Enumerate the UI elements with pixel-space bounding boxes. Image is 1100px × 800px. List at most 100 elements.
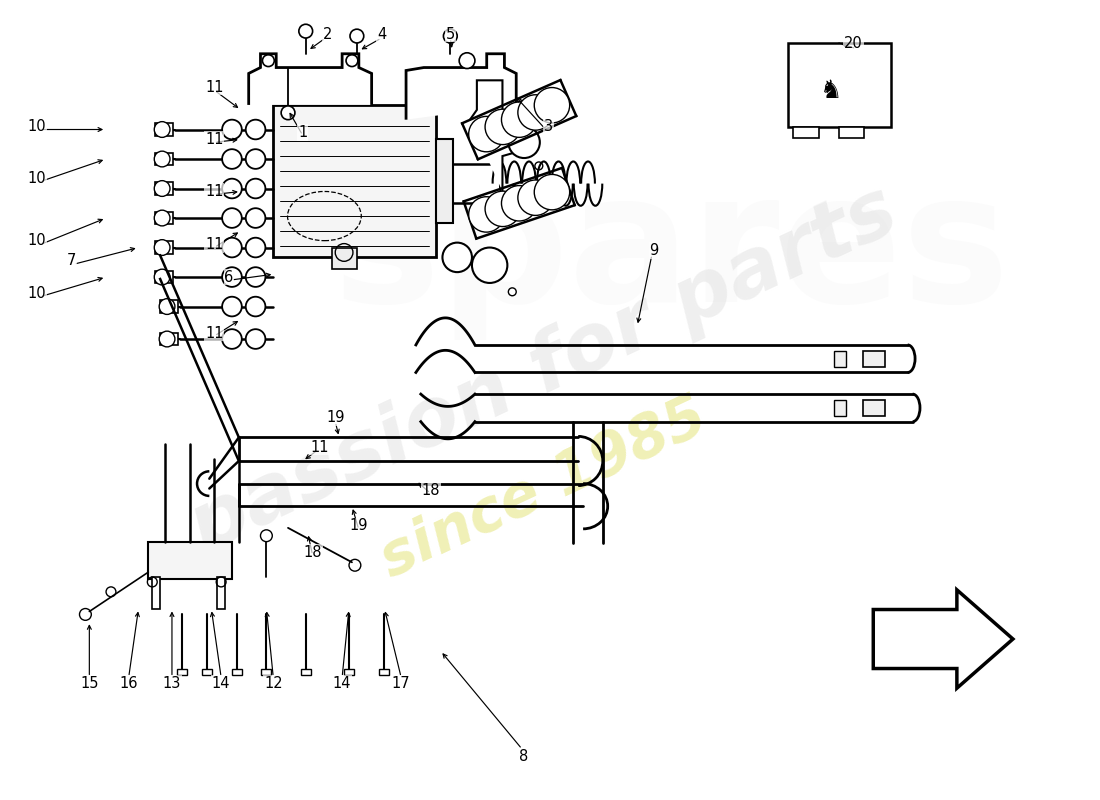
Circle shape	[508, 288, 516, 296]
Circle shape	[518, 94, 553, 130]
Text: 10: 10	[28, 286, 46, 302]
Text: 16: 16	[120, 676, 138, 690]
Circle shape	[535, 174, 570, 210]
Polygon shape	[793, 126, 820, 138]
Circle shape	[245, 329, 265, 349]
Circle shape	[222, 208, 242, 228]
Text: 17: 17	[392, 676, 410, 690]
Circle shape	[245, 149, 265, 169]
Bar	[834, 351, 846, 366]
Text: 13: 13	[163, 676, 182, 690]
Text: 14: 14	[212, 676, 230, 690]
Bar	[232, 669, 242, 675]
Bar	[300, 669, 310, 675]
Circle shape	[154, 269, 170, 285]
Circle shape	[154, 151, 170, 167]
Bar	[155, 270, 173, 283]
Bar	[148, 542, 232, 579]
Text: 18: 18	[421, 483, 440, 498]
Text: 4: 4	[377, 26, 386, 42]
Circle shape	[160, 331, 175, 347]
Circle shape	[508, 101, 540, 133]
Text: 7: 7	[67, 253, 76, 268]
Bar	[217, 577, 226, 609]
Circle shape	[502, 102, 537, 138]
Bar	[155, 153, 173, 166]
Circle shape	[245, 297, 265, 316]
Circle shape	[160, 298, 175, 314]
Circle shape	[469, 116, 504, 152]
Circle shape	[245, 178, 265, 198]
Text: since 1985: since 1985	[372, 388, 716, 589]
Text: 6: 6	[224, 270, 233, 285]
Circle shape	[508, 126, 540, 158]
Text: passion for parts: passion for parts	[177, 172, 910, 569]
Circle shape	[154, 122, 170, 138]
Bar	[161, 333, 178, 346]
Bar	[436, 139, 453, 223]
Circle shape	[261, 530, 273, 542]
Polygon shape	[839, 126, 865, 138]
Text: 12: 12	[264, 676, 283, 690]
Bar	[177, 669, 187, 675]
Circle shape	[472, 247, 507, 283]
Bar	[344, 669, 354, 675]
Bar	[155, 123, 173, 136]
Bar	[155, 212, 173, 225]
Bar	[273, 105, 436, 258]
Polygon shape	[249, 54, 372, 105]
Text: 11: 11	[205, 80, 223, 94]
Circle shape	[350, 29, 364, 43]
Polygon shape	[470, 80, 536, 191]
Circle shape	[222, 178, 242, 198]
Text: 9: 9	[649, 243, 659, 258]
Text: 10: 10	[28, 233, 46, 248]
Text: 11: 11	[205, 184, 223, 199]
Bar	[262, 669, 272, 675]
Circle shape	[443, 29, 458, 43]
Text: 11: 11	[205, 326, 223, 341]
Circle shape	[222, 297, 242, 316]
Circle shape	[245, 208, 265, 228]
Bar	[152, 577, 161, 609]
Polygon shape	[873, 590, 1013, 688]
Circle shape	[502, 186, 537, 221]
Bar	[161, 300, 178, 313]
Circle shape	[154, 181, 170, 196]
Circle shape	[442, 242, 472, 272]
Circle shape	[299, 24, 312, 38]
Circle shape	[245, 238, 265, 258]
Bar	[332, 247, 356, 269]
Circle shape	[154, 210, 170, 226]
Circle shape	[222, 149, 242, 169]
Text: 11: 11	[205, 132, 223, 147]
Circle shape	[222, 267, 242, 287]
Circle shape	[154, 240, 170, 255]
Text: 8: 8	[519, 749, 529, 763]
Bar	[202, 669, 212, 675]
Circle shape	[459, 53, 475, 69]
Circle shape	[245, 120, 265, 139]
Text: 19: 19	[350, 518, 368, 534]
Text: 2: 2	[322, 26, 332, 42]
Circle shape	[245, 267, 265, 287]
Circle shape	[222, 238, 242, 258]
Polygon shape	[873, 637, 1015, 688]
Bar	[155, 241, 173, 254]
Text: 20: 20	[844, 37, 864, 51]
Polygon shape	[406, 54, 516, 120]
Bar	[155, 182, 173, 195]
Text: 19: 19	[326, 410, 344, 426]
Circle shape	[222, 120, 242, 139]
Text: spares: spares	[333, 165, 1010, 341]
Bar	[834, 400, 846, 416]
Text: 3: 3	[544, 119, 553, 134]
Circle shape	[485, 109, 520, 145]
Text: 1: 1	[298, 125, 307, 140]
Circle shape	[469, 197, 504, 232]
Text: 5: 5	[446, 26, 455, 42]
Text: 14: 14	[333, 676, 351, 690]
Bar	[379, 669, 389, 675]
Text: 18: 18	[304, 545, 322, 560]
Bar	[864, 351, 886, 366]
